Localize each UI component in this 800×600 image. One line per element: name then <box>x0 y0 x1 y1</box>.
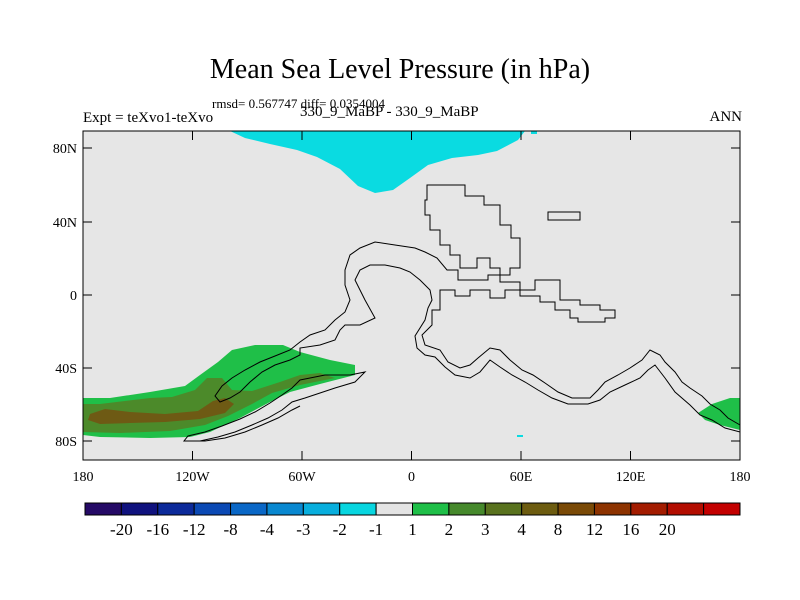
colorbar-label: -1 <box>369 520 383 539</box>
plot-title: Mean Sea Level Pressure (in hPa) <box>209 54 591 85</box>
lon-tick-label: 60E <box>510 470 533 485</box>
colorbar-label: 8 <box>554 520 563 539</box>
cyan-region <box>230 131 525 193</box>
lon-tick-label: 120E <box>616 470 646 485</box>
brown-region <box>88 398 234 424</box>
colorbar-label: 16 <box>622 520 639 539</box>
colorbar-label: 12 <box>586 520 603 539</box>
map-panel <box>82 130 741 461</box>
lon-tick-label: 120W <box>175 470 210 485</box>
colorbar-swatch <box>302 502 341 516</box>
colorbar-swatch <box>230 502 268 516</box>
colorbar-swatch <box>666 502 705 516</box>
colorbar-swatch <box>484 502 523 516</box>
season-label: ANN <box>709 109 743 125</box>
colorbar-swatch <box>120 502 159 516</box>
colorbar-swatch <box>266 502 304 516</box>
colorbar-swatch <box>157 502 195 516</box>
colorbar-label: 4 <box>517 520 526 539</box>
colorbar-swatch <box>703 502 741 516</box>
colorbar-label: -4 <box>260 520 275 539</box>
colorbar: -20 -16 -12 -8 -4 -3 -2 -1 1 2 3 4 8 12 16 20 <box>84 502 741 539</box>
colorbar-label: -20 <box>110 520 133 539</box>
continent-outlines <box>182 184 741 442</box>
experiment-label: Expt = teXvo1-teXvo <box>83 110 214 126</box>
colorbar-swatch <box>193 502 232 516</box>
lat-tick-label: 0 <box>70 289 77 304</box>
map-axes: 80N 40N 0 40S 80S 180 120W 60W 0 60E 120E 180 <box>53 131 751 485</box>
colorbar-label: -2 <box>333 520 347 539</box>
lat-tick-label: 40S <box>55 362 77 377</box>
lon-tick-label: 180 <box>730 470 751 485</box>
colorbar-label: 20 <box>659 520 676 539</box>
colorbar-label: -16 <box>146 520 169 539</box>
colorbar-label: 3 <box>481 520 490 539</box>
outline-southern-coast <box>182 371 367 442</box>
colorbar-label: 2 <box>445 520 454 539</box>
colorbar-label: -8 <box>223 520 237 539</box>
lon-tick-label: 0 <box>408 470 415 485</box>
green-region-east <box>698 398 740 430</box>
colorbar-swatch <box>84 502 122 516</box>
case-label: 330_9_MaBP - 330_9_MaBP <box>300 104 479 120</box>
lat-tick-label: 40N <box>53 216 77 231</box>
colorbar-label: 1 <box>408 520 417 539</box>
colorbar-swatch <box>630 502 668 516</box>
lon-tick-label: 180 <box>73 470 94 485</box>
outline-antarctic-edge <box>184 405 301 442</box>
colorbar-swatch <box>593 502 632 516</box>
colorbar-swatch <box>448 502 486 516</box>
colorbar-swatch <box>557 502 595 516</box>
colorbar-swatch <box>375 502 414 516</box>
lat-tick-label: 80S <box>55 435 77 450</box>
colorbar-label: -12 <box>183 520 206 539</box>
cyan-speck <box>531 131 537 134</box>
colorbar-swatch <box>412 502 450 516</box>
lat-tick-label: 80N <box>53 142 77 157</box>
outline-main-continent <box>214 241 741 433</box>
cyan-dot <box>517 435 523 437</box>
colorbar-swatch <box>521 502 559 516</box>
rmsd-diff-stats: rmsd= 0.567747 diff= 0.0354004 <box>212 96 385 111</box>
lon-tick-label: 60W <box>288 470 316 485</box>
outline-north-island <box>547 211 581 221</box>
colorbar-label: -3 <box>296 520 310 539</box>
outline-north-continent <box>424 184 521 276</box>
colorbar-swatch <box>339 502 377 516</box>
